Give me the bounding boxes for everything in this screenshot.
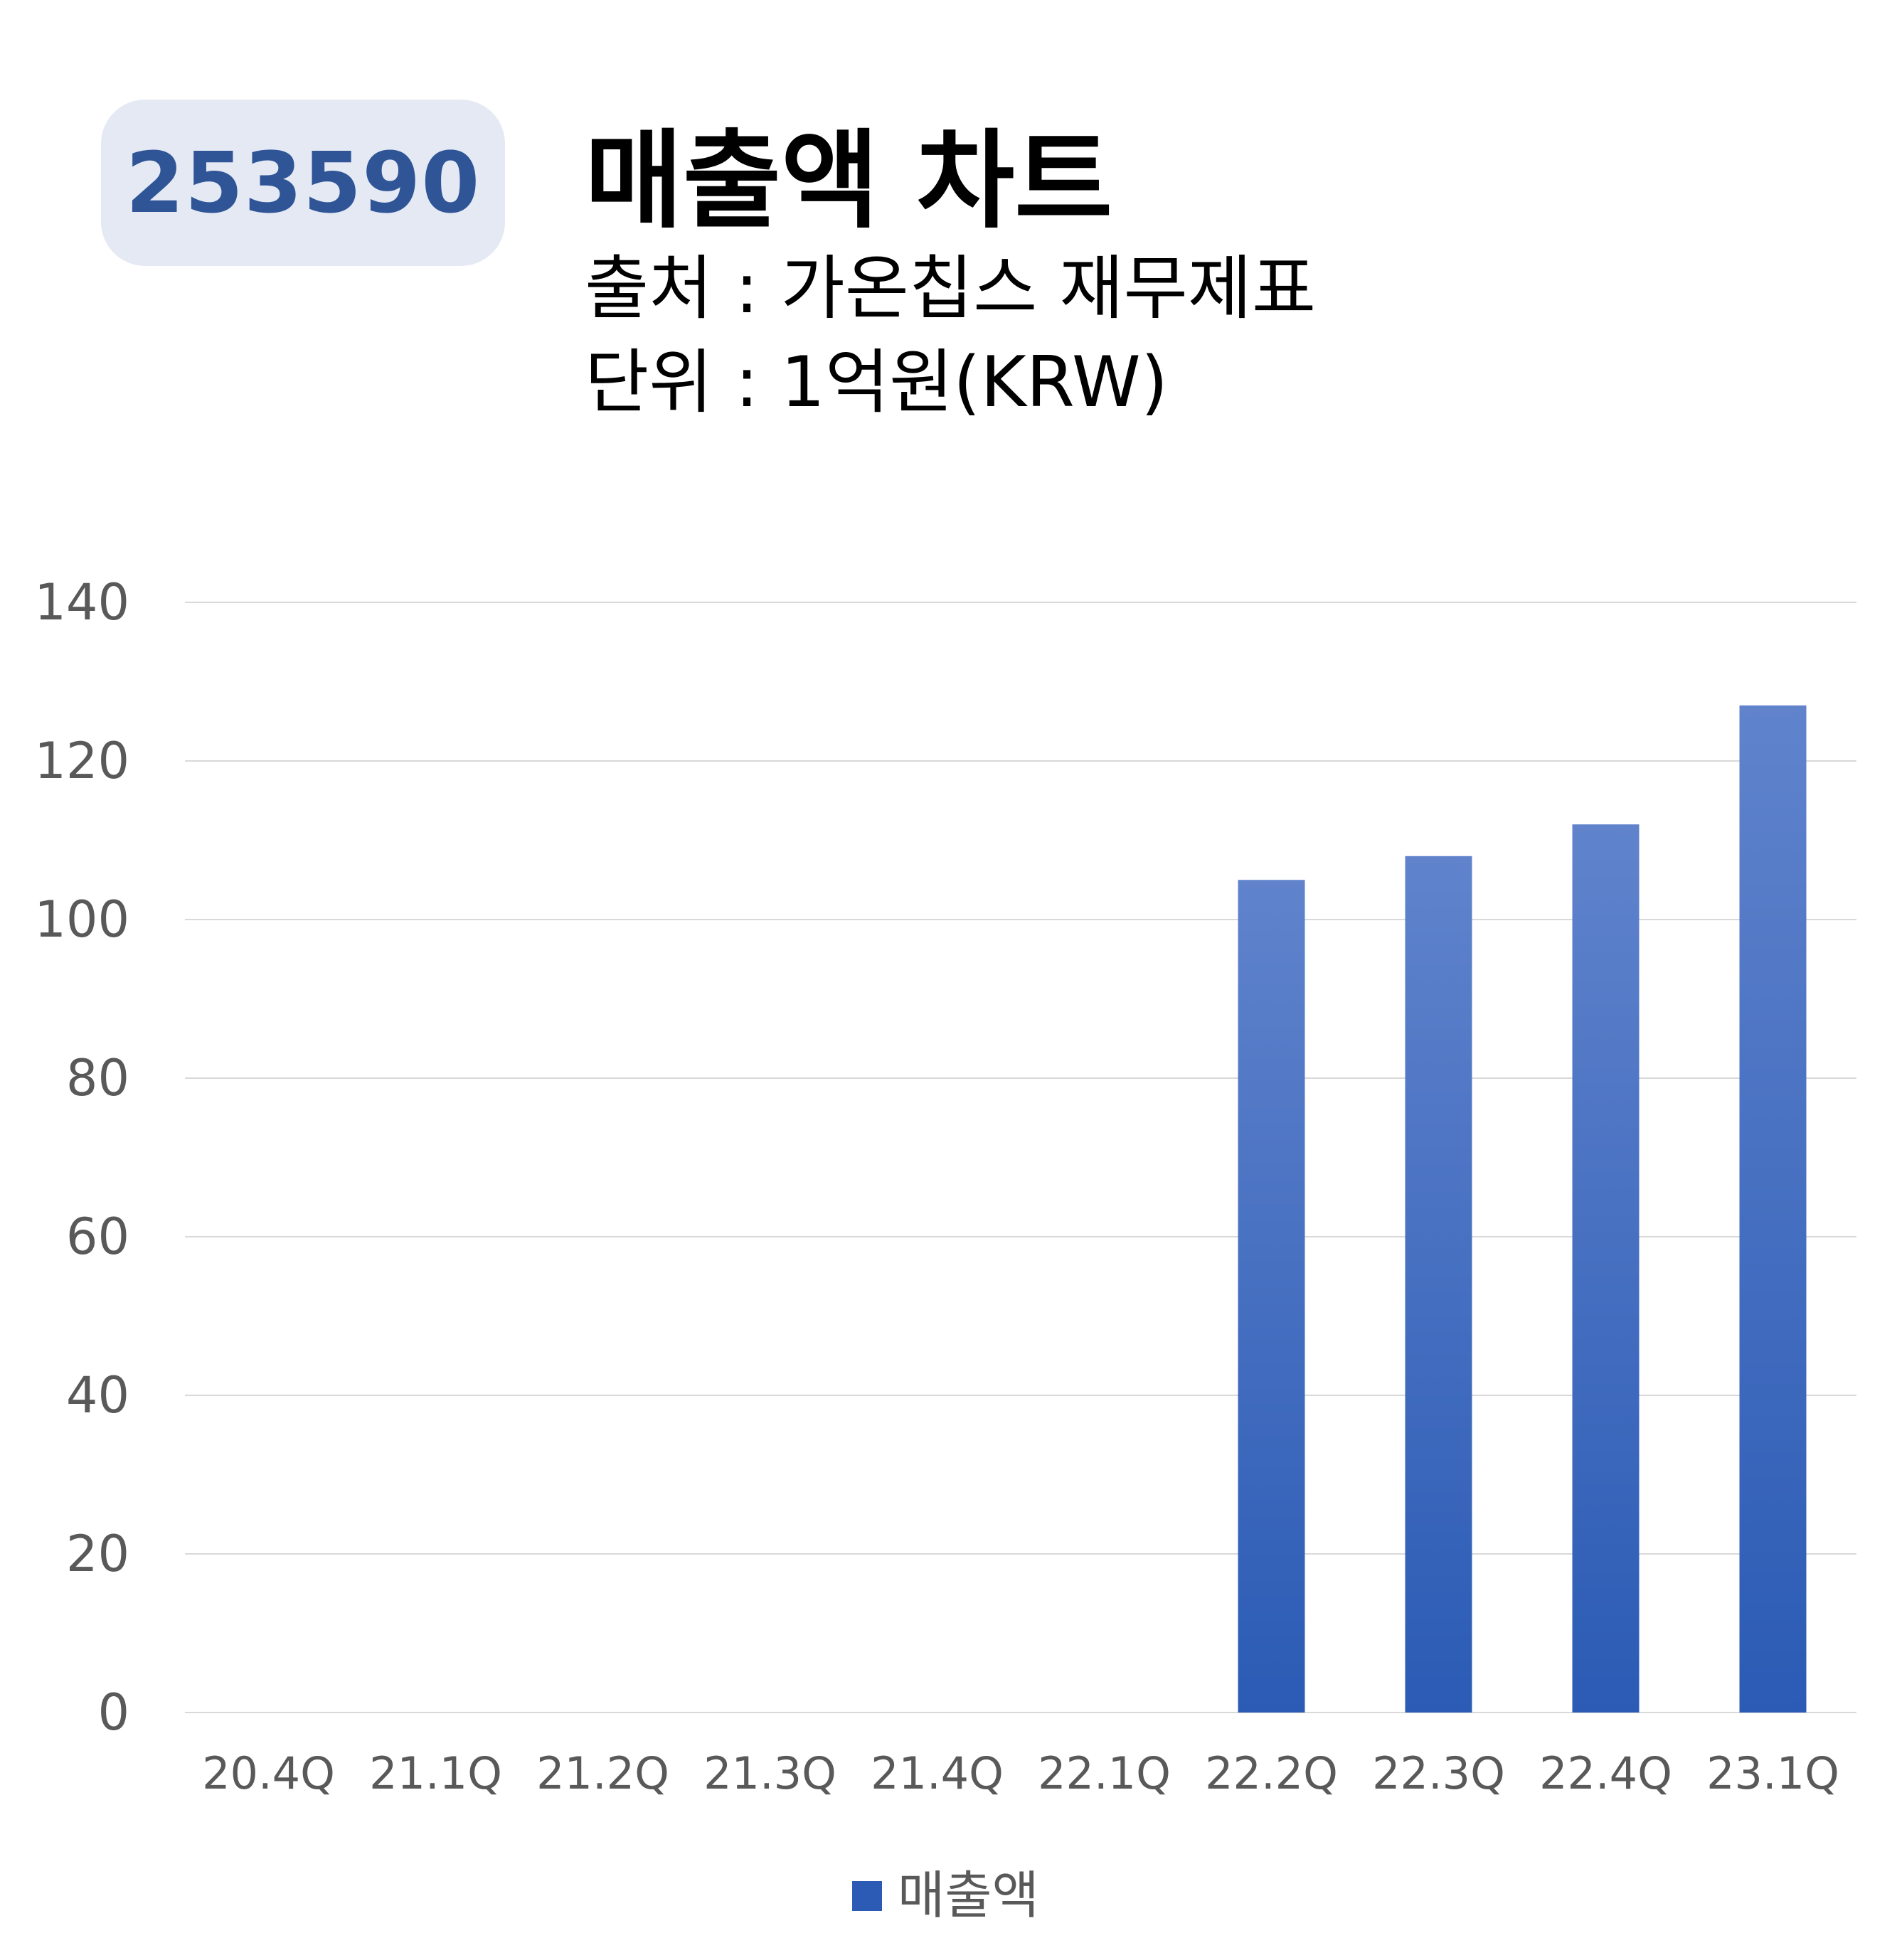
x-tick-label: 22.4Q <box>1539 1747 1672 1799</box>
grid-lines <box>185 602 1856 1713</box>
x-axis-ticks: 20.4Q 21.1Q 21.2Q 21.3Q 21.4Q 22.1Q 22.2Q 22.3Q… <box>202 1747 1839 1799</box>
chart-title: 매출액 차트 <box>585 119 1113 243</box>
bar-22.4Q <box>1572 824 1640 1713</box>
y-tick-label: 140 <box>34 573 129 632</box>
y-tick-label: 80 <box>66 1049 129 1107</box>
stock-code: 253590 <box>125 134 481 232</box>
y-tick-label: 20 <box>66 1525 129 1583</box>
x-tick-label: 21.1Q <box>369 1747 502 1799</box>
bar-22.2Q <box>1238 880 1305 1713</box>
y-tick-label: 60 <box>66 1208 129 1266</box>
x-tick-label: 22.1Q <box>1038 1747 1171 1799</box>
title-block: 매출액 차트 출처 : 가온칩스 재무제표 단위 : 1억원(KRW) <box>585 121 1316 430</box>
legend-label: 매출액 <box>898 1865 1039 1925</box>
x-tick-label: 23.1Q <box>1706 1747 1839 1799</box>
y-tick-label: 100 <box>34 890 129 949</box>
x-tick-label: 21.2Q <box>536 1747 669 1799</box>
y-tick-label: 120 <box>34 732 129 790</box>
stock-code-badge: 253590 <box>101 100 505 266</box>
x-tick-label: 22.3Q <box>1372 1747 1505 1799</box>
legend-swatch <box>852 1881 882 1911</box>
legend: 매출액 <box>852 1865 1039 1925</box>
source-label: 출처 : 가온칩스 재무제표 <box>585 248 1317 329</box>
unit-label: 단위 : 1억원(KRW) <box>585 342 1169 423</box>
x-tick-label: 21.3Q <box>703 1747 836 1799</box>
x-tick-label: 20.4Q <box>202 1747 335 1799</box>
bar-22.3Q <box>1405 856 1472 1713</box>
y-tick-label: 0 <box>97 1683 129 1742</box>
x-tick-label: 21.4Q <box>871 1747 1004 1799</box>
y-axis-ticks: 0 20 40 60 80 100 120 140 <box>34 573 129 1742</box>
bar-23.1Q <box>1739 705 1807 1713</box>
x-tick-label: 22.2Q <box>1205 1747 1338 1799</box>
bars <box>1238 705 1807 1713</box>
y-tick-label: 40 <box>66 1366 129 1424</box>
